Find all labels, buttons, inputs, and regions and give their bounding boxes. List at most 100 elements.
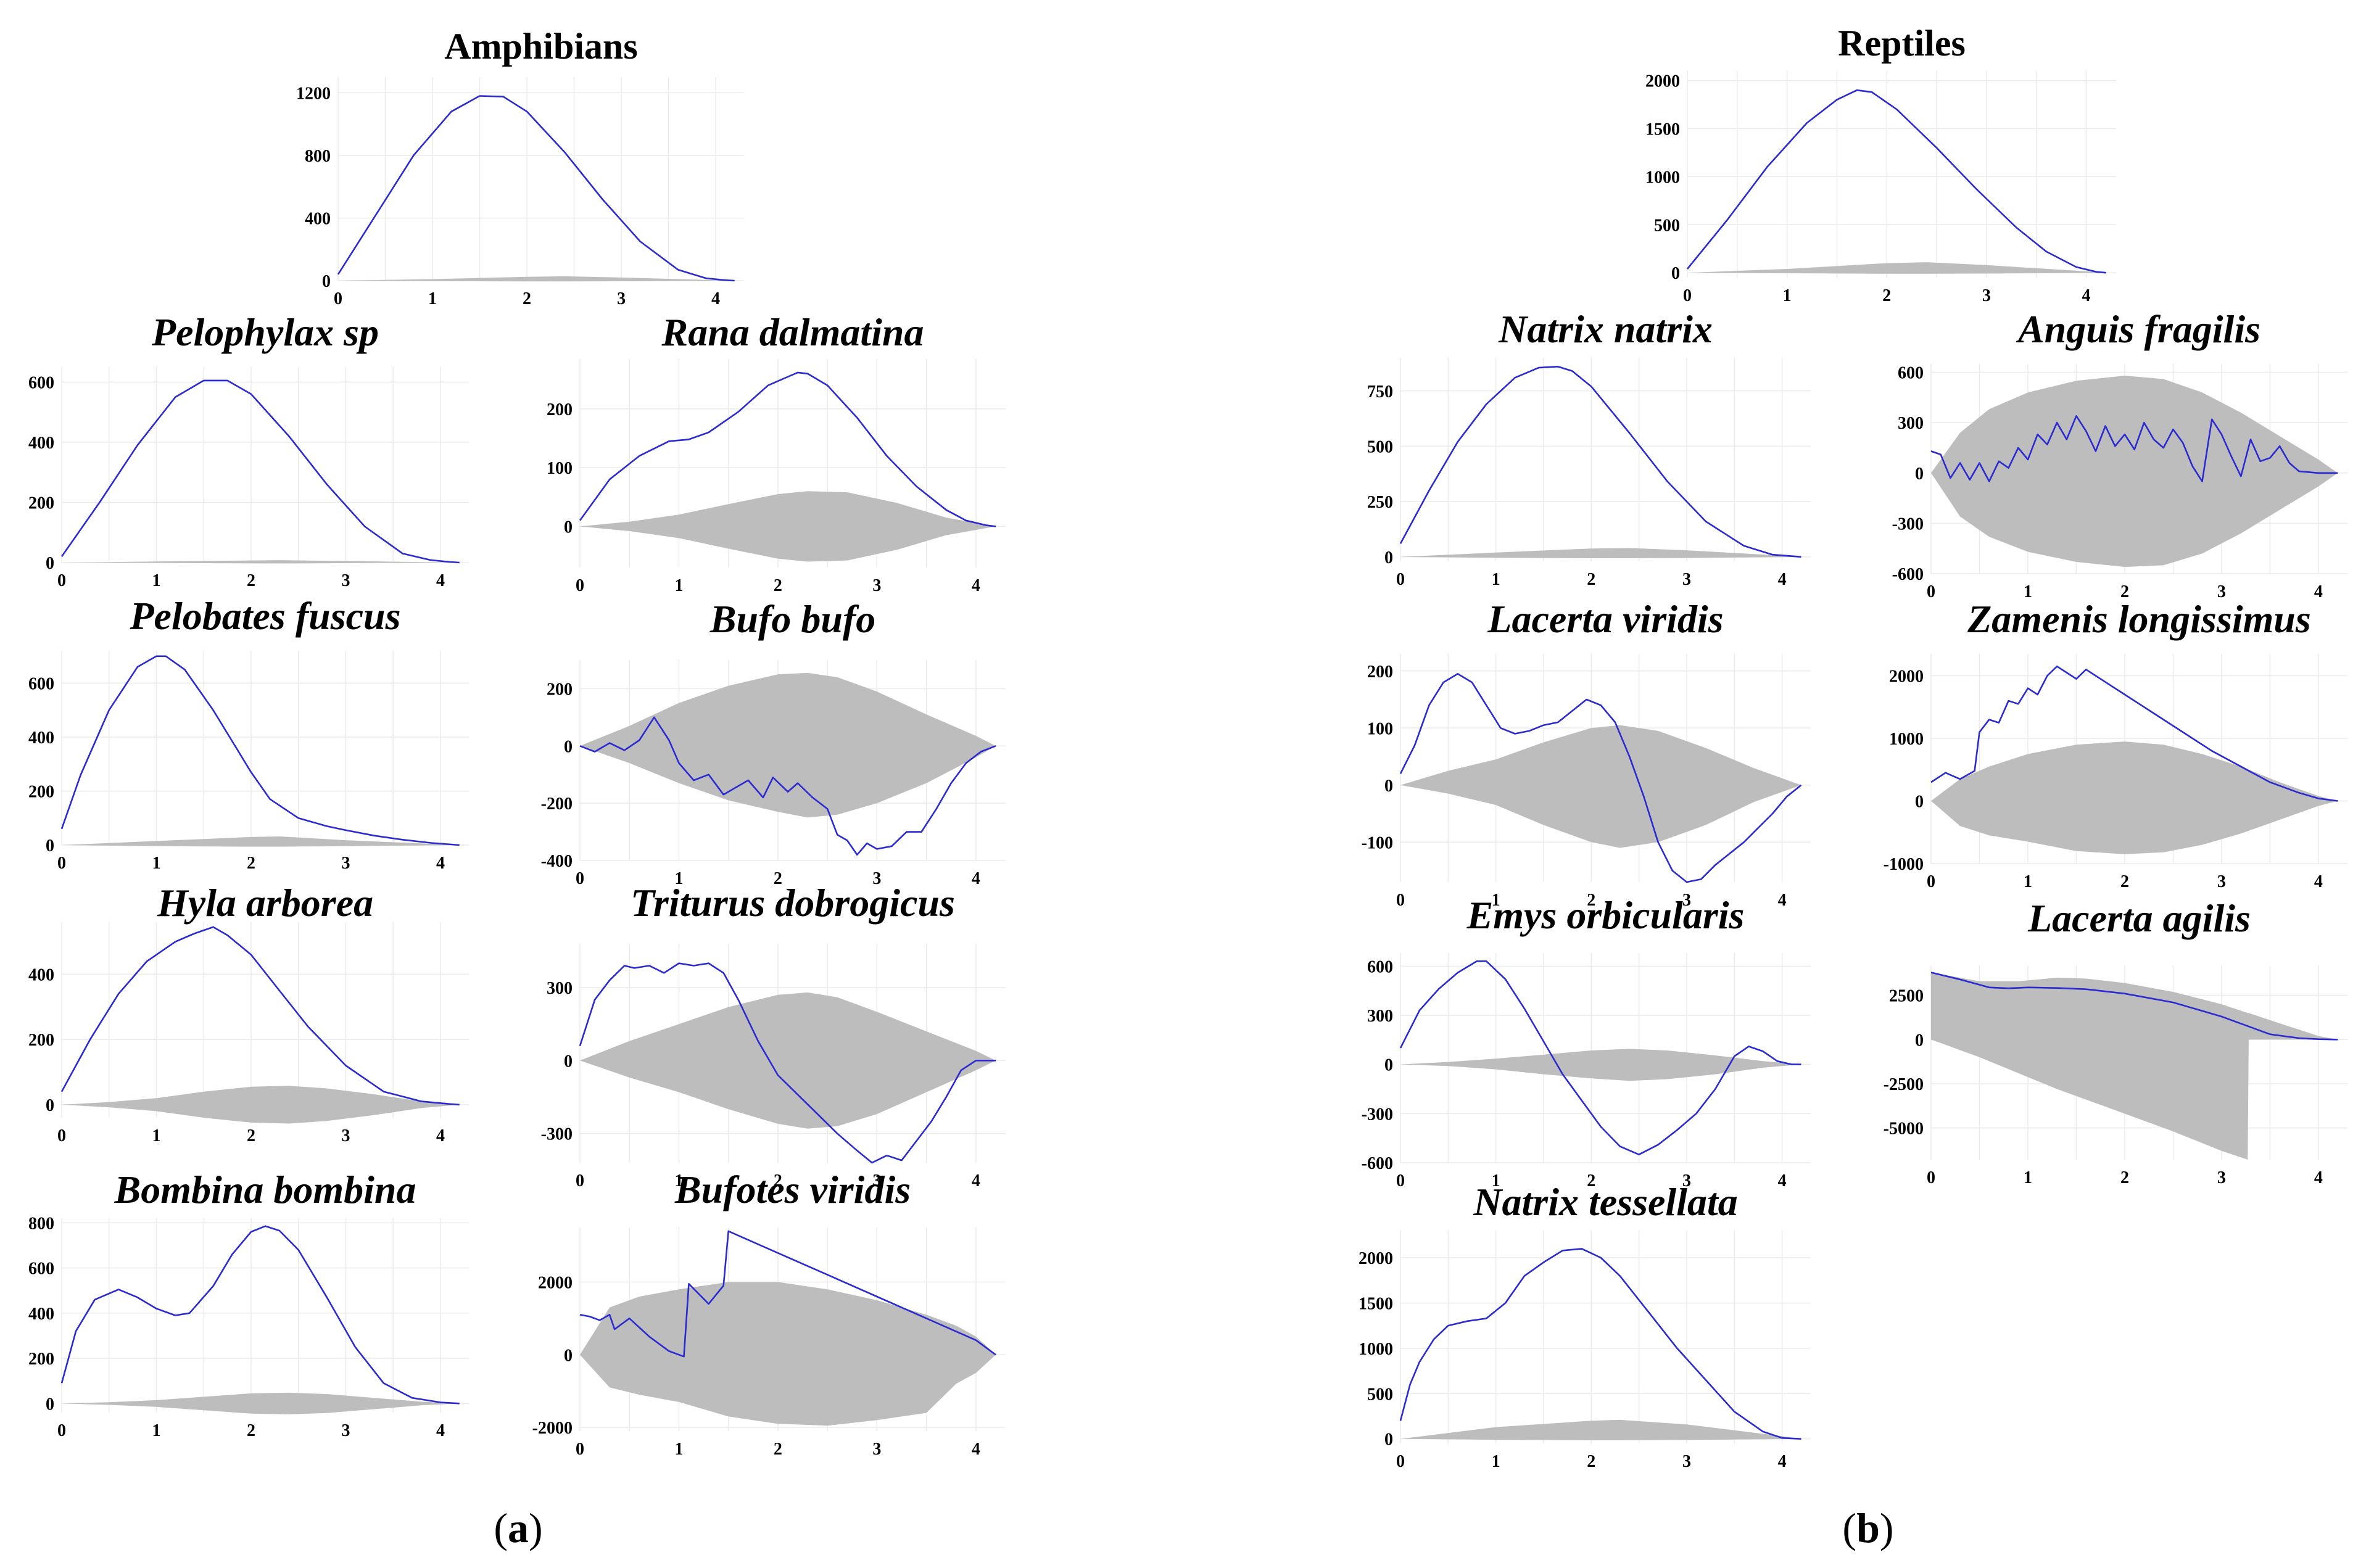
chart-bombina: 0 1 2 3 4 0 200 400 600 800 Bombina bombina xyxy=(28,1168,469,1440)
x-tick-label: 1 xyxy=(674,1171,683,1190)
chart-rana: 0 1 2 3 4 0 100 200 Rana dalmatina xyxy=(547,310,1006,595)
y-tick-label: 0 xyxy=(1384,1056,1393,1075)
y-tick-label: 800 xyxy=(28,1214,54,1233)
chart-amphibians: 0 1 2 3 4 0 400 800 1200 Amphibians xyxy=(296,26,744,308)
null-envelope xyxy=(580,1282,996,1426)
series-line xyxy=(337,95,735,282)
y-tick-label: -400 xyxy=(541,852,573,871)
chart-title: Anguis fragilis xyxy=(2016,307,2260,351)
x-tick-label: 3 xyxy=(872,576,881,595)
x-tick-label: 4 xyxy=(2082,286,2091,305)
series-line xyxy=(579,1230,996,1358)
x-tick-label: 1 xyxy=(1492,1452,1500,1471)
x-tick-label: 1 xyxy=(1492,570,1500,589)
y-tick-label: 100 xyxy=(1367,719,1393,738)
chart-title: Bufotes viridis xyxy=(674,1168,911,1211)
null-envelope xyxy=(62,1392,460,1414)
x-tick-label: 2 xyxy=(774,869,782,888)
x-tick-label: 1 xyxy=(1492,1171,1500,1190)
x-tick-label: 4 xyxy=(436,1126,445,1145)
y-tick-label: 1000 xyxy=(1359,1340,1393,1359)
null-envelope xyxy=(1687,262,2106,274)
y-tick-label: 0 xyxy=(1384,777,1393,796)
x-tick-label: 2 xyxy=(1587,1171,1595,1190)
series-line xyxy=(579,962,996,1164)
x-tick-label: 4 xyxy=(1778,570,1787,589)
x-tick-label: 0 xyxy=(1396,570,1405,589)
y-tick-label: 0 xyxy=(46,1395,54,1414)
chart-natrix: 0 1 2 3 4 0 250 500 750 Natrix natrix xyxy=(1367,307,1811,589)
series-line xyxy=(1930,666,2338,802)
y-tick-label: -300 xyxy=(1362,1105,1393,1124)
x-tick-label: 4 xyxy=(2314,1168,2323,1187)
null-envelope xyxy=(62,560,460,564)
x-tick-label: 2 xyxy=(247,1126,255,1145)
x-tick-label: 2 xyxy=(2120,1168,2129,1187)
x-tick-label: 0 xyxy=(334,289,342,308)
y-tick-label: 0 xyxy=(1384,548,1393,567)
x-tick-label: 0 xyxy=(1927,582,1935,601)
y-tick-label: 0 xyxy=(564,1052,573,1071)
y-tick-label: 1500 xyxy=(1645,120,1680,139)
x-tick-label: 3 xyxy=(1682,1452,1691,1471)
series-line xyxy=(1399,673,1802,883)
y-tick-label: 0 xyxy=(46,554,54,573)
y-tick-label: 200 xyxy=(547,400,573,419)
x-tick-label: 3 xyxy=(1982,286,1991,305)
x-tick-label: 4 xyxy=(972,1440,980,1459)
x-tick-label: 4 xyxy=(972,576,980,595)
x-tick-label: 1 xyxy=(428,289,437,308)
y-tick-label: 300 xyxy=(1367,1007,1393,1026)
y-tick-label: -100 xyxy=(1362,833,1393,852)
y-tick-label: 200 xyxy=(28,493,54,513)
chart-pelobates: 0 1 2 3 4 0 200 400 600 Pelobates fuscus xyxy=(28,594,469,873)
x-tick-label: 4 xyxy=(972,1171,980,1190)
x-tick-label: 0 xyxy=(576,869,584,888)
x-tick-label: 0 xyxy=(1396,1171,1405,1190)
y-tick-label: 800 xyxy=(305,147,331,166)
y-tick-label: 600 xyxy=(28,675,54,694)
x-tick-label: 0 xyxy=(57,1126,66,1145)
x-tick-label: 3 xyxy=(2217,582,2226,601)
x-tick-label: 3 xyxy=(341,854,350,873)
series-line xyxy=(1399,1248,1801,1440)
chart-title: Lacerta viridis xyxy=(1487,597,1723,641)
y-tick-label: 600 xyxy=(28,1260,54,1279)
null-envelope xyxy=(1931,376,2338,567)
x-tick-label: 2 xyxy=(2120,872,2129,891)
y-tick-label: 1000 xyxy=(1645,168,1680,187)
x-tick-label: 2 xyxy=(247,854,255,873)
y-tick-label: 500 xyxy=(1367,1385,1393,1404)
x-tick-label: 1 xyxy=(2024,1168,2032,1187)
y-tick-label: 1200 xyxy=(296,84,331,103)
chart-title: Bufo bufo xyxy=(709,597,876,641)
x-tick-label: 2 xyxy=(1587,891,1595,910)
null-envelope xyxy=(580,491,996,562)
x-tick-label: 1 xyxy=(674,1440,683,1459)
x-tick-label: 2 xyxy=(1587,1452,1595,1471)
y-tick-label: 0 xyxy=(46,836,54,856)
chart-title: Hyla arborea xyxy=(157,881,373,925)
x-tick-label: 2 xyxy=(774,1440,782,1459)
null-envelope xyxy=(1400,725,1801,848)
y-tick-label: -300 xyxy=(1892,514,1924,534)
y-tick-label: 2000 xyxy=(1645,72,1680,91)
x-tick-label: 3 xyxy=(1682,1171,1691,1190)
y-tick-label: -2000 xyxy=(532,1419,573,1438)
x-tick-label: 0 xyxy=(576,1171,584,1190)
y-tick-label: 2000 xyxy=(1889,667,1924,687)
chart-lacerta-viridis: 0 1 2 3 4 -100 0 100 200 Lacerta viridis xyxy=(1362,597,1811,910)
x-tick-label: 3 xyxy=(617,289,626,308)
y-tick-label: 1500 xyxy=(1359,1294,1393,1313)
chart-title: Pelobates fuscus xyxy=(129,594,400,638)
series-line xyxy=(60,1225,460,1405)
y-tick-label: -1000 xyxy=(1884,855,1924,874)
y-tick-label: 0 xyxy=(1915,1031,1924,1050)
series-line xyxy=(1399,960,1801,1155)
y-tick-label: 400 xyxy=(28,434,54,453)
panel-label-a: (a) xyxy=(494,1504,542,1551)
y-tick-label: 200 xyxy=(28,1350,54,1369)
x-tick-label: 4 xyxy=(436,854,445,873)
chart-title: Bombina bombina xyxy=(114,1168,416,1211)
